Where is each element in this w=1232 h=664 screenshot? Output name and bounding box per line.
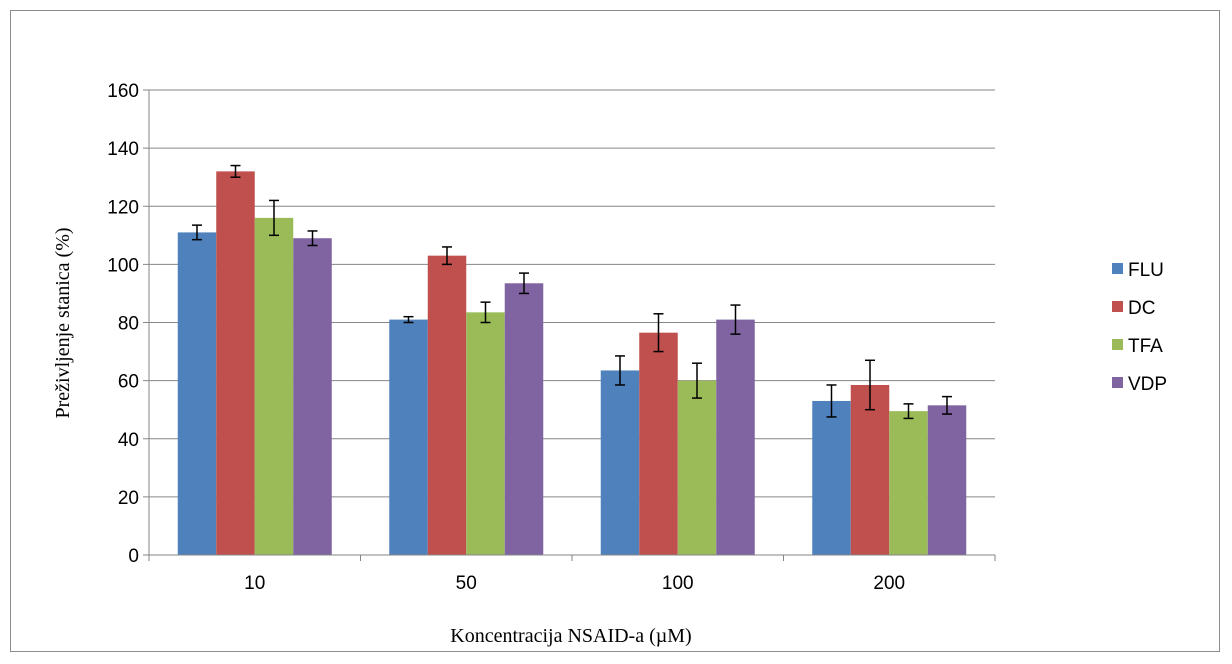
legend-label-flu: FLU bbox=[1128, 260, 1164, 281]
bar-tfa-10 bbox=[254, 217, 294, 555]
bar-flu-200 bbox=[812, 400, 851, 555]
legend-label-dc: DC bbox=[1128, 298, 1155, 319]
y-axis-title: Preživljenje stanica (%) bbox=[52, 227, 74, 418]
bar-dc-10 bbox=[216, 171, 255, 555]
bars bbox=[177, 171, 967, 555]
legend-label-vdp: VDP bbox=[1128, 374, 1167, 395]
bar-tfa-100 bbox=[677, 380, 717, 555]
y-tick-label: 40 bbox=[118, 430, 139, 451]
bar-flu-10 bbox=[177, 232, 217, 555]
legend-swatch-flu bbox=[1112, 263, 1123, 274]
y-tick-label: 120 bbox=[107, 197, 139, 218]
x-tick-label: 100 bbox=[662, 573, 694, 594]
legend-swatch-tfa bbox=[1112, 339, 1123, 350]
y-tick-label: 160 bbox=[107, 81, 139, 102]
axes bbox=[143, 89, 996, 561]
bar-chart: 0 20 40 60 80 100 120 140 160 10 50 100 200 Preživlj… bbox=[52, 81, 1167, 647]
bar-vdp-100 bbox=[716, 319, 755, 555]
x-axis-title: Koncentracija NSAID-a (µM) bbox=[450, 625, 691, 647]
tick-labels: 0 20 40 60 80 100 120 140 160 10 50 100 200 bbox=[107, 81, 905, 594]
y-tick-label: 20 bbox=[118, 488, 139, 509]
bar-vdp-10 bbox=[293, 238, 332, 555]
chart-frame: 0 20 40 60 80 100 120 140 160 10 50 100 200 Preživlj… bbox=[10, 10, 1220, 652]
y-tick-label: 60 bbox=[118, 372, 139, 393]
bar-vdp-200 bbox=[927, 405, 967, 555]
legend: FLU DC TFA VDP bbox=[1112, 260, 1167, 395]
error-bars bbox=[192, 164, 952, 420]
x-tick-label: 10 bbox=[244, 573, 265, 594]
bar-dc-50 bbox=[427, 255, 467, 555]
bar-tfa-200 bbox=[889, 411, 928, 555]
bar-dc-200 bbox=[850, 384, 890, 555]
y-tick-label: 80 bbox=[118, 314, 139, 335]
bar-tfa-50 bbox=[466, 312, 505, 555]
bar-flu-100 bbox=[600, 370, 640, 555]
legend-swatch-dc bbox=[1112, 301, 1123, 312]
bar-dc-100 bbox=[639, 332, 678, 555]
bar-flu-50 bbox=[389, 319, 428, 555]
legend-label-tfa: TFA bbox=[1128, 336, 1163, 357]
x-tick-label: 50 bbox=[456, 573, 477, 594]
y-tick-label: 0 bbox=[128, 546, 139, 567]
y-tick-label: 100 bbox=[107, 255, 139, 276]
bar-vdp-50 bbox=[504, 283, 544, 555]
x-tick-label: 200 bbox=[873, 573, 905, 594]
y-tick-label: 140 bbox=[107, 139, 139, 160]
legend-swatch-vdp bbox=[1112, 377, 1123, 388]
